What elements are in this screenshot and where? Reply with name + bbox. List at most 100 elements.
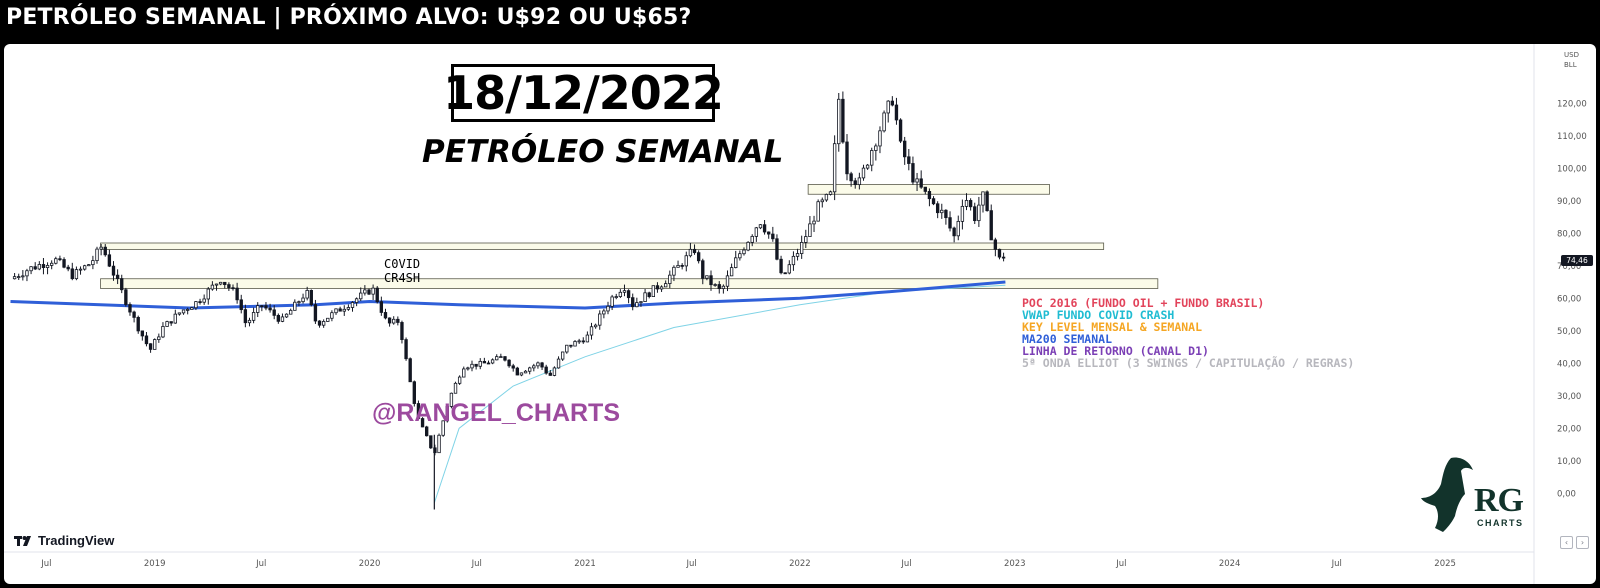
candle	[408, 357, 412, 383]
candle	[585, 331, 590, 343]
chart-plot[interactable]: 120,00 110,00 100,00 90,00 80,00 70,00 60,00 50…	[4, 44, 1596, 584]
candle-body	[202, 298, 206, 303]
candle-body	[330, 312, 334, 319]
candle	[82, 264, 87, 271]
candle-body	[676, 265, 680, 268]
candle	[857, 172, 862, 190]
candle-body	[495, 356, 499, 361]
key-levels	[100, 184, 1159, 289]
candle	[466, 366, 470, 371]
candle	[449, 392, 454, 409]
scroll-left-button[interactable]: ‹	[1560, 536, 1573, 549]
candle-body	[709, 275, 713, 286]
candle	[832, 135, 837, 201]
candles	[12, 91, 1006, 510]
candle-body	[783, 272, 787, 275]
candle	[540, 361, 544, 371]
candle-body	[799, 242, 804, 254]
candle	[173, 309, 177, 324]
candle-body	[569, 344, 573, 347]
candle	[495, 354, 499, 361]
candle-body	[256, 305, 260, 313]
candle-body	[157, 336, 161, 340]
candle	[486, 360, 491, 365]
x-tick-label: Jul	[900, 559, 911, 569]
candle	[346, 304, 351, 311]
candle	[931, 196, 936, 206]
candle	[330, 310, 334, 322]
candle	[845, 134, 849, 181]
candle-body	[87, 264, 91, 267]
candle-body	[560, 351, 565, 360]
candle	[379, 296, 384, 316]
candle	[153, 338, 157, 350]
candle	[783, 272, 787, 275]
candle-body	[746, 241, 750, 251]
candle-body	[919, 178, 923, 188]
currency-label: USD BLL	[1564, 50, 1579, 70]
candle	[560, 351, 565, 361]
candle	[894, 97, 899, 125]
candle-body	[540, 362, 544, 368]
candle-body	[507, 359, 511, 367]
tradingview-logo[interactable]: TradingView	[14, 533, 114, 548]
candle	[709, 270, 713, 291]
candle-body	[890, 100, 895, 106]
candle-body	[466, 367, 470, 370]
candle	[416, 400, 421, 421]
candle-body	[136, 316, 140, 332]
candle-body	[886, 100, 890, 114]
candle-body	[317, 320, 322, 326]
candle-body	[293, 301, 297, 311]
candle	[37, 261, 41, 271]
candle-body	[610, 296, 614, 307]
candle-body	[429, 435, 433, 449]
candle	[651, 285, 656, 297]
candle-body	[50, 262, 54, 266]
y-tick-label: 0,00	[1557, 489, 1576, 499]
candle	[977, 196, 981, 227]
y-tick-label: 60,00	[1557, 294, 1581, 304]
candle	[762, 219, 767, 235]
candle	[132, 310, 136, 323]
candle	[556, 356, 561, 369]
candle-body	[870, 150, 874, 166]
candle-body	[161, 326, 165, 338]
candle-body	[41, 264, 46, 268]
candle	[453, 381, 458, 394]
candle-body	[894, 104, 899, 121]
candle	[194, 301, 198, 311]
candle-body	[713, 284, 717, 286]
y-tick-label: 70,00	[1557, 262, 1581, 272]
candle	[214, 283, 219, 291]
candle-body	[684, 255, 688, 267]
candle	[865, 163, 870, 170]
chart-frame[interactable]: 120,00 110,00 100,00 90,00 80,00 70,00 60,00 50…	[4, 44, 1596, 584]
key-level-zone	[100, 242, 1105, 250]
y-tick-label: 80,00	[1557, 229, 1581, 239]
candle	[874, 143, 878, 161]
candle	[692, 244, 697, 255]
candle-body	[478, 360, 482, 367]
candle	[148, 343, 153, 353]
candle	[338, 306, 342, 312]
candle-body	[705, 275, 709, 279]
x-tick-label: Jul	[1331, 559, 1342, 569]
candle	[140, 330, 145, 341]
legend-item: 5ª ONDA ELLIOT (3 SWINGS / CAPITULAÇÃO /…	[1022, 356, 1355, 370]
candle-body	[593, 324, 598, 328]
scroll-right-button[interactable]: ›	[1576, 536, 1589, 549]
candle-body	[750, 235, 754, 243]
x-tick-label: 2020	[359, 559, 381, 569]
candle	[573, 340, 577, 347]
candle-body	[647, 292, 651, 297]
candle	[482, 357, 487, 364]
legend-item: MA200 SEMANAL	[1022, 332, 1113, 346]
candle-body	[1001, 256, 1006, 259]
candle	[412, 380, 416, 407]
x-tick-label: Jul	[255, 559, 266, 569]
candle	[272, 305, 276, 320]
candle	[672, 265, 676, 282]
candle	[989, 204, 993, 241]
watermark: @RANGEL_CHARTS	[372, 399, 620, 427]
